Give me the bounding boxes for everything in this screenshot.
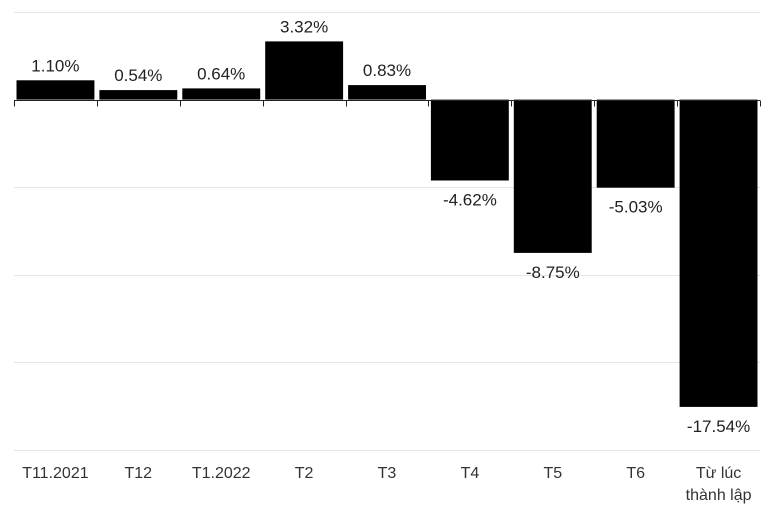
x-tick-label: T4 [461,465,480,482]
x-tick-label: Từ lúc thành lập [686,465,752,504]
x-tick-label: T1.2022 [192,465,251,482]
data-label: -4.62% [443,191,497,210]
x-tick-label: T12 [125,465,153,482]
data-label: 0.83% [363,61,411,80]
data-label: 1.10% [31,56,79,75]
label-layer: 1.10% 0.54% 0.64% 3.32% 0.83% -4.62% -8.75% -5.… [31,17,750,436]
x-tick-label: T3 [378,465,397,482]
bar [513,99,592,253]
data-label: -5.03% [609,198,663,217]
data-label: 0.54% [114,66,162,85]
bar [596,99,675,188]
bar [430,99,509,181]
data-label: -8.75% [526,263,580,282]
bar [182,88,261,100]
bar [99,90,178,100]
tick-label-layer: T11.2021 T12 T1.2022 T2 T3 T4 T5 T6 Từ lúc thành … [22,465,751,504]
data-label: -17.54% [687,417,750,436]
bar [679,99,758,407]
axis-layer [14,100,761,107]
bar [348,85,426,100]
bar [16,80,95,100]
bar [265,41,344,100]
x-tick-label: T11.2021 [22,465,89,482]
data-label: 3.32% [280,17,328,36]
data-label: 0.64% [197,64,245,83]
x-tick-label: T2 [295,465,314,482]
x-tick-label: T5 [543,465,562,482]
bar-layer [16,41,758,407]
x-tick-label: T6 [626,465,645,482]
